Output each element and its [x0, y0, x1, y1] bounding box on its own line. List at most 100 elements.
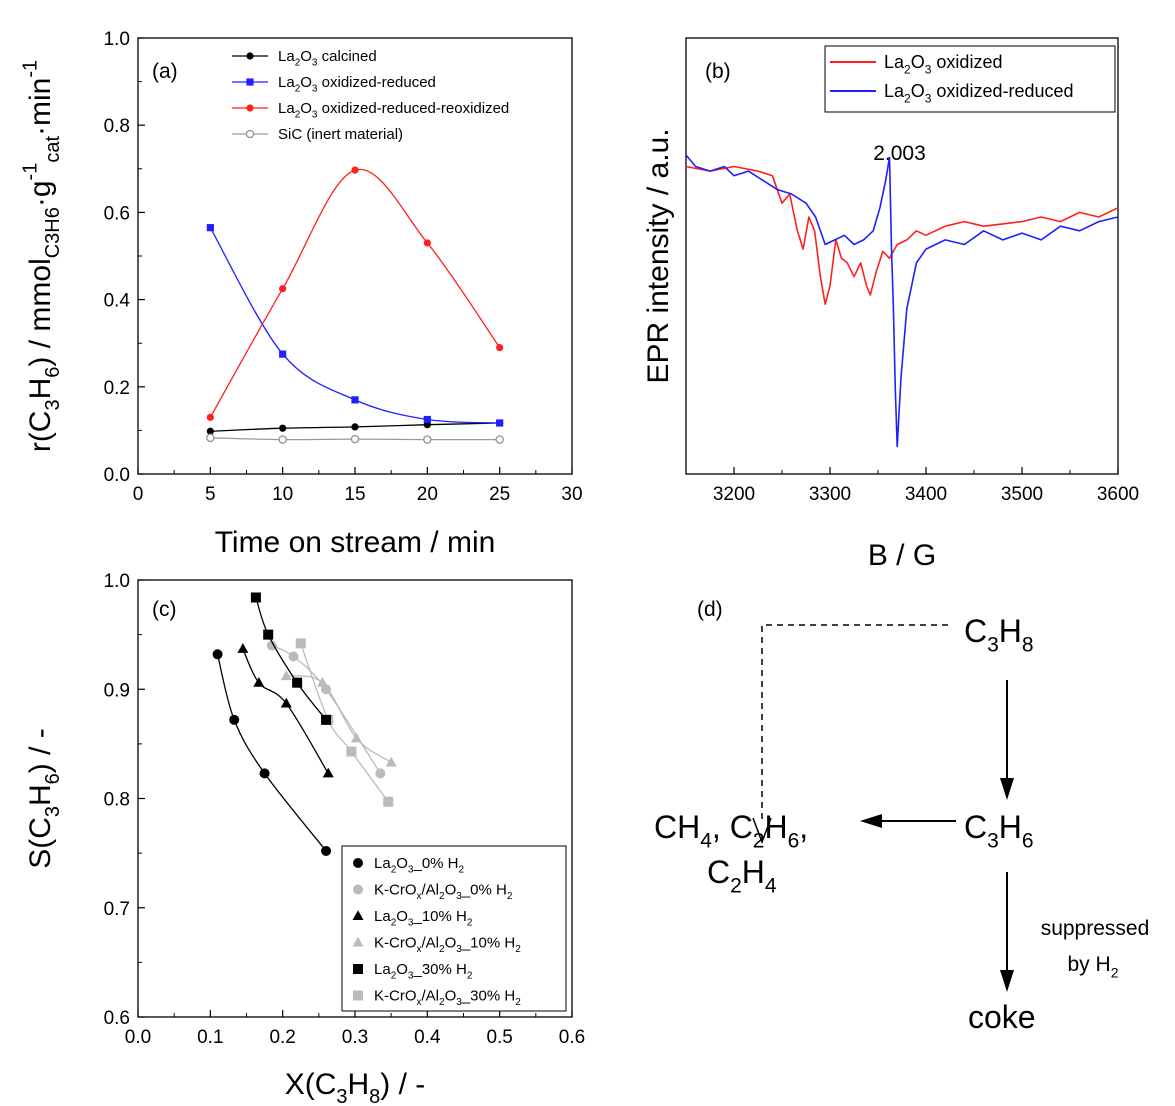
panel-c-x-tick-label: 0.6 — [559, 1027, 585, 1048]
panel-c-legend-label: K-CrOx/Al2O3_10% H2 — [374, 935, 521, 956]
panel-b-annotation: 2.003 — [873, 142, 926, 165]
panel-a-data-point — [279, 350, 287, 358]
panel-b-legend-label: La2O3 oxidized — [884, 52, 1002, 76]
panel-b-x-tick-label: 3600 — [1097, 484, 1139, 505]
panel-a-legend-label: La2O3 oxidized-reduced-reoxidized — [278, 100, 509, 121]
panel-c-series-line — [286, 675, 392, 763]
panel-a-data-point — [279, 285, 287, 293]
panel-c-legend-box — [341, 845, 567, 1012]
panel-a-legend-label: La2O3 calcined — [278, 48, 377, 69]
panel-c-data-point — [250, 592, 261, 603]
panel-a-y-axis-label: r(C3H6) / mmolC3H6·g-1cat·min-1 — [20, 60, 65, 452]
panel-c-legend-label: La2O3_30% H2 — [374, 961, 473, 982]
scheme-suppressed-label: suppressed — [1041, 917, 1150, 940]
panel-a-data-point — [423, 239, 431, 247]
panel-c-data-point — [295, 638, 306, 649]
panel-c-y-tick-label: 1.0 — [104, 571, 130, 592]
panel-a-legend-marker — [246, 52, 254, 60]
panel-a-y-tick-label: 1.0 — [104, 29, 130, 50]
panel-a-data-point — [496, 419, 504, 427]
panel-b-legend-box — [824, 45, 1116, 113]
panel-c-y-tick-label: 0.8 — [104, 790, 130, 811]
panel-a-x-tick-label: 25 — [489, 484, 510, 505]
panel-c-data-point — [292, 677, 303, 688]
panel-a-y-tick-label: 0.6 — [104, 203, 130, 224]
panel-b-spectrum-line — [685, 165, 1119, 305]
panel-a-data-point — [350, 434, 360, 444]
panel-b-x-tick-label: 3200 — [713, 484, 755, 505]
scheme-arrow-head-propylene-coke — [1000, 970, 1014, 992]
panel-b-legend-label: La2O3 oxidized-reduced — [884, 81, 1074, 105]
panel-c-legend-label: La2O3_10% H2 — [374, 908, 473, 929]
panel-a-chart: 0 5 10 15 20 25 30 0.0 0.2 0.4 0.6 0.8 1.0 Time on st… — [20, 29, 583, 559]
panel-c-data-point — [383, 796, 394, 807]
panel-b-axes-frame — [685, 37, 1119, 475]
panel-a-x-axis-label: Time on stream / min — [215, 526, 496, 559]
panel-a-y-tick-label: 0.4 — [104, 291, 131, 312]
panel-a-data-point — [278, 435, 287, 444]
panel-c-data-point — [280, 697, 292, 708]
panel-c-data-point — [212, 649, 223, 660]
panel-c-data-point — [263, 629, 274, 640]
panel-a-y-tick-label: 0.0 — [104, 465, 130, 486]
scheme-dashed-arrow — [761, 624, 948, 822]
panel-c-legend-label: K-CrOx/Al2O3_30% H2 — [374, 988, 521, 1009]
panel-b-x-tick-label: 3300 — [809, 484, 851, 505]
panel-a-data-point — [496, 343, 504, 352]
panel-c-x-axis-label: X(C3H8) / - — [285, 1068, 426, 1106]
panel-b-spectrum-line — [685, 154, 1119, 448]
panel-b-x-axis-label: B / G — [868, 539, 936, 572]
panel-c-legend-label: K-CrOx/Al2O3_0% H2 — [374, 882, 513, 903]
panel-c-legend-marker — [353, 858, 363, 868]
panel-c-data-point — [322, 767, 334, 778]
panel-a-legend-marker — [246, 78, 254, 86]
panel-c-x-tick-label: 0.5 — [486, 1027, 512, 1048]
panel-a-legend-label: La2O3 oxidized-reduced — [278, 74, 436, 95]
panel-a-series-line — [209, 168, 501, 418]
panel-a-data-point — [206, 433, 215, 443]
panel-c-series-line — [216, 654, 327, 852]
panel-d-label: (d) — [697, 598, 723, 621]
panel-a-y-tick-label: 0.2 — [104, 378, 130, 399]
panel-a-legend-marker — [245, 129, 255, 139]
panel-a-x-tick-label: 15 — [344, 484, 365, 505]
panel-a-data-point — [423, 415, 431, 424]
panel-c-data-point — [237, 643, 249, 653]
panel-a-data-point — [206, 224, 214, 232]
panel-b-y-axis-label: EPR intensity / a.u. — [642, 128, 675, 383]
panel-c-data-point — [375, 768, 386, 779]
scheme-arrow-head-propane-propylene — [1000, 778, 1014, 800]
panel-a-data-point — [351, 423, 359, 431]
panel-c-data-point — [253, 676, 265, 687]
panel-c-data-point — [288, 651, 299, 662]
panel-c-data-point — [266, 640, 277, 651]
panel-c-y-tick-label: 0.7 — [104, 899, 130, 920]
panel-c-legend-marker — [352, 910, 364, 920]
panel-c-data-point — [321, 714, 332, 725]
panel-c-x-tick-label: 0.2 — [269, 1027, 295, 1048]
panel-c-data-point — [316, 676, 328, 687]
panel-c-legend-marker — [352, 936, 364, 947]
panel-a-data-point — [206, 427, 214, 435]
panel-c-data-point — [321, 684, 332, 695]
panel-c-series-line — [300, 643, 389, 803]
panel-c-data-point — [346, 746, 357, 757]
panel-a-x-tick-label: 30 — [561, 484, 582, 505]
panel-b-x-tick-label: 3400 — [905, 484, 947, 505]
scheme-dashed-arrow-head — [752, 817, 772, 845]
panel-c-data-point — [229, 714, 240, 725]
panel-c-legend-marker — [353, 964, 363, 974]
scheme-products-line1: CH4, C2H6, — [654, 809, 808, 853]
panel-a-data-point — [351, 166, 359, 174]
scheme-coke: coke — [968, 999, 1036, 1035]
panel-c-data-point — [321, 845, 332, 856]
panel-b-label: (b) — [705, 60, 731, 83]
panel-c-data-point — [259, 768, 270, 779]
panel-c-series-line — [242, 648, 329, 774]
panel-c-chart: 0.0 0.1 0.2 0.3 0.4 0.5 0.6 0.6 0.7 0.8 0.9 1.0 X(C3… — [24, 571, 585, 1106]
scheme-propylene: C3H6 — [964, 809, 1034, 853]
panel-a-x-tick-label: 20 — [417, 484, 438, 505]
panel-a-x-tick-label: 10 — [272, 484, 293, 505]
panel-c-series-line — [271, 644, 381, 774]
